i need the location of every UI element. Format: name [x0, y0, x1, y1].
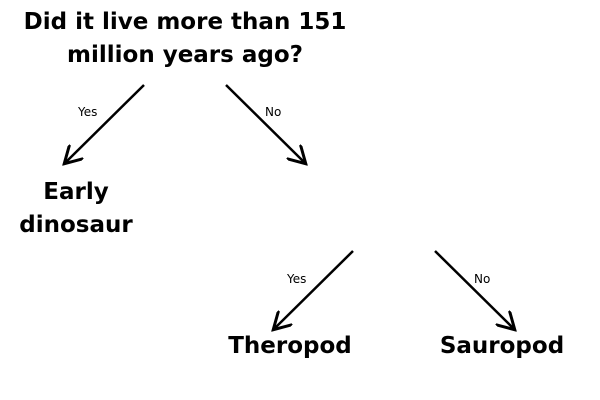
leaf-theropod: Theropod — [228, 333, 352, 359]
leaf-early-line-2: dinosaur — [19, 212, 133, 238]
edge-label-no-1: No — [265, 105, 282, 119]
root-question: Did it live more than 151 million years … — [20, 6, 350, 72]
root-question-line-2: million years ago? — [67, 42, 303, 68]
leaf-sauropod: Sauropod — [439, 333, 565, 359]
leaf-early-line-1: Early — [43, 179, 109, 205]
edge-label-yes-1: Yes — [78, 105, 98, 119]
edge-label-no-2: No — [474, 272, 491, 286]
arrow-yes-2 — [275, 250, 354, 328]
root-question-line-1: Did it live more than 151 — [23, 9, 347, 35]
arrow-yes-1 — [66, 84, 145, 162]
edge-label-yes-2: Yes — [287, 272, 307, 286]
leaf-early-dinosaur: Early dinosaur — [16, 176, 136, 242]
arrow-no-2 — [434, 250, 513, 328]
arrow-no-1 — [225, 84, 304, 162]
